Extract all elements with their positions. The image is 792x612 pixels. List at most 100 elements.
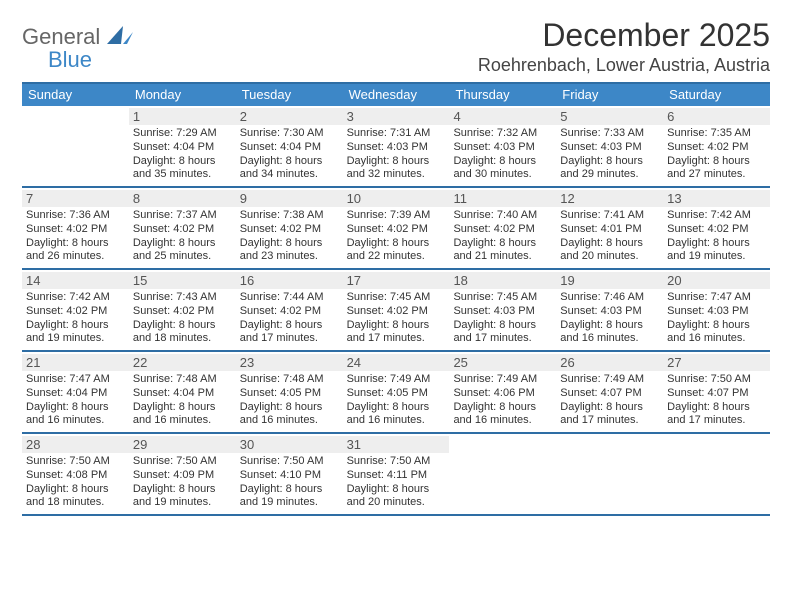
day-number: 25 (449, 354, 556, 371)
sunset-line: Sunset: 4:02 PM (667, 141, 766, 155)
day-number: 30 (236, 436, 343, 453)
calendar-cell: 14Sunrise: 7:42 AMSunset: 4:02 PMDayligh… (22, 270, 129, 350)
sunset-line: Sunset: 4:03 PM (453, 141, 552, 155)
day-details: Sunrise: 7:37 AMSunset: 4:02 PMDaylight:… (133, 209, 232, 264)
calendar-cell: 18Sunrise: 7:45 AMSunset: 4:03 PMDayligh… (449, 270, 556, 350)
day-number: 28 (22, 436, 129, 453)
calendar-cell: 24Sunrise: 7:49 AMSunset: 4:05 PMDayligh… (343, 352, 450, 432)
sail-icon (107, 26, 133, 51)
day-details: Sunrise: 7:42 AMSunset: 4:02 PMDaylight:… (26, 291, 125, 346)
sunset-line: Sunset: 4:02 PM (26, 305, 125, 319)
calendar-cell (556, 434, 663, 514)
calendar-cell: 6 Sunrise: 7:35 AMSunset: 4:02 PMDaylight… (663, 106, 770, 186)
daylight-line: Daylight: 8 hours and 17 minutes. (240, 319, 339, 347)
daylight-line: Daylight: 8 hours and 27 minutes. (667, 155, 766, 183)
sunset-line: Sunset: 4:03 PM (453, 305, 552, 319)
location-subtitle: Roehrenbach, Lower Austria, Austria (478, 55, 770, 76)
day-number: 31 (343, 436, 450, 453)
calendar-cell: 20Sunrise: 7:47 AMSunset: 4:03 PMDayligh… (663, 270, 770, 350)
day-details: Sunrise: 7:50 AMSunset: 4:08 PMDaylight:… (26, 455, 125, 510)
day-details: Sunrise: 7:50 AMSunset: 4:07 PMDaylight:… (667, 373, 766, 428)
daylight-line: Daylight: 8 hours and 22 minutes. (347, 237, 446, 265)
sunrise-line: Sunrise: 7:40 AM (453, 209, 552, 223)
sunrise-line: Sunrise: 7:30 AM (240, 127, 339, 141)
calendar-cell: 23Sunrise: 7:48 AMSunset: 4:05 PMDayligh… (236, 352, 343, 432)
sunrise-line: Sunrise: 7:43 AM (133, 291, 232, 305)
daylight-line: Daylight: 8 hours and 17 minutes. (667, 401, 766, 429)
calendar-cell: 26Sunrise: 7:49 AMSunset: 4:07 PMDayligh… (556, 352, 663, 432)
calendar-cell: 2Sunrise: 7:30 AMSunset: 4:04 PMDaylight… (236, 106, 343, 186)
day-number: 8 (129, 190, 236, 207)
calendar-cell: 4Sunrise: 7:32 AMSunset: 4:03 PMDaylight… (449, 106, 556, 186)
sunrise-line: Sunrise: 7:50 AM (667, 373, 766, 387)
calendar-cell: 5Sunrise: 7:33 AMSunset: 4:03 PMDaylight… (556, 106, 663, 186)
daylight-line: Daylight: 8 hours and 16 minutes. (453, 401, 552, 429)
day-details: Sunrise: 7:43 AMSunset: 4:02 PMDaylight:… (133, 291, 232, 346)
calendar-row: 14Sunrise: 7:42 AMSunset: 4:02 PMDayligh… (22, 270, 770, 352)
day-details: Sunrise: 7:31 AMSunset: 4:03 PMDaylight:… (347, 127, 446, 182)
calendar-page: General Blue December 2025 Roehrenbach, … (0, 0, 792, 612)
day-details: Sunrise: 7:50 AMSunset: 4:10 PMDaylight:… (240, 455, 339, 510)
calendar-body: 1Sunrise: 7:29 AMSunset: 4:04 PMDaylight… (22, 106, 770, 516)
sunset-line: Sunset: 4:02 PM (240, 305, 339, 319)
daylight-line: Daylight: 8 hours and 19 minutes. (26, 319, 125, 347)
daylight-line: Daylight: 8 hours and 23 minutes. (240, 237, 339, 265)
daylight-line: Daylight: 8 hours and 20 minutes. (347, 483, 446, 511)
day-number: 1 (129, 108, 236, 125)
brand-part1: General (22, 24, 100, 49)
sunset-line: Sunset: 4:02 PM (133, 223, 232, 237)
sunset-line: Sunset: 4:03 PM (347, 141, 446, 155)
sunrise-line: Sunrise: 7:44 AM (240, 291, 339, 305)
daylight-line: Daylight: 8 hours and 32 minutes. (347, 155, 446, 183)
sunrise-line: Sunrise: 7:42 AM (667, 209, 766, 223)
sunrise-line: Sunrise: 7:50 AM (26, 455, 125, 469)
dayname-wednesday: Wednesday (343, 84, 450, 106)
sunset-line: Sunset: 4:03 PM (560, 305, 659, 319)
day-number: 29 (129, 436, 236, 453)
brand-logo: General Blue (22, 18, 133, 71)
day-details: Sunrise: 7:50 AMSunset: 4:09 PMDaylight:… (133, 455, 232, 510)
day-number: 19 (556, 272, 663, 289)
day-details: Sunrise: 7:29 AMSunset: 4:04 PMDaylight:… (133, 127, 232, 182)
day-details: Sunrise: 7:36 AMSunset: 4:02 PMDaylight:… (26, 209, 125, 264)
day-number: 10 (343, 190, 450, 207)
day-details: Sunrise: 7:41 AMSunset: 4:01 PMDaylight:… (560, 209, 659, 264)
dayname-thursday: Thursday (449, 84, 556, 106)
day-details: Sunrise: 7:35 AMSunset: 4:02 PMDaylight:… (667, 127, 766, 182)
dayname-sunday: Sunday (22, 84, 129, 106)
daylight-line: Daylight: 8 hours and 30 minutes. (453, 155, 552, 183)
calendar-cell: 10Sunrise: 7:39 AMSunset: 4:02 PMDayligh… (343, 188, 450, 268)
sunset-line: Sunset: 4:07 PM (560, 387, 659, 401)
day-number: 11 (449, 190, 556, 207)
month-title: December 2025 (478, 18, 770, 53)
daylight-line: Daylight: 8 hours and 19 minutes. (667, 237, 766, 265)
calendar-cell: 22Sunrise: 7:48 AMSunset: 4:04 PMDayligh… (129, 352, 236, 432)
calendar-cell: 11Sunrise: 7:40 AMSunset: 4:02 PMDayligh… (449, 188, 556, 268)
day-details: Sunrise: 7:38 AMSunset: 4:02 PMDaylight:… (240, 209, 339, 264)
sunset-line: Sunset: 4:02 PM (347, 223, 446, 237)
sunrise-line: Sunrise: 7:35 AM (667, 127, 766, 141)
calendar-cell: 25Sunrise: 7:49 AMSunset: 4:06 PMDayligh… (449, 352, 556, 432)
day-number: 6 (663, 108, 770, 125)
sunrise-line: Sunrise: 7:47 AM (26, 373, 125, 387)
sunrise-line: Sunrise: 7:48 AM (240, 373, 339, 387)
daylight-line: Daylight: 8 hours and 17 minutes. (347, 319, 446, 347)
sunset-line: Sunset: 4:02 PM (26, 223, 125, 237)
daylight-line: Daylight: 8 hours and 18 minutes. (26, 483, 125, 511)
day-number: 22 (129, 354, 236, 371)
day-number: 20 (663, 272, 770, 289)
sunset-line: Sunset: 4:04 PM (240, 141, 339, 155)
dayname-tuesday: Tuesday (236, 84, 343, 106)
sunrise-line: Sunrise: 7:46 AM (560, 291, 659, 305)
calendar-cell: 31Sunrise: 7:50 AMSunset: 4:11 PMDayligh… (343, 434, 450, 514)
sunrise-line: Sunrise: 7:41 AM (560, 209, 659, 223)
day-number: 24 (343, 354, 450, 371)
sunrise-line: Sunrise: 7:29 AM (133, 127, 232, 141)
sunrise-line: Sunrise: 7:50 AM (347, 455, 446, 469)
daylight-line: Daylight: 8 hours and 21 minutes. (453, 237, 552, 265)
dayname-monday: Monday (129, 84, 236, 106)
calendar-cell: 8 Sunrise: 7:37 AMSunset: 4:02 PMDaylight… (129, 188, 236, 268)
header: General Blue December 2025 Roehrenbach, … (22, 18, 770, 80)
sunset-line: Sunset: 4:09 PM (133, 469, 232, 483)
daylight-line: Daylight: 8 hours and 16 minutes. (133, 401, 232, 429)
